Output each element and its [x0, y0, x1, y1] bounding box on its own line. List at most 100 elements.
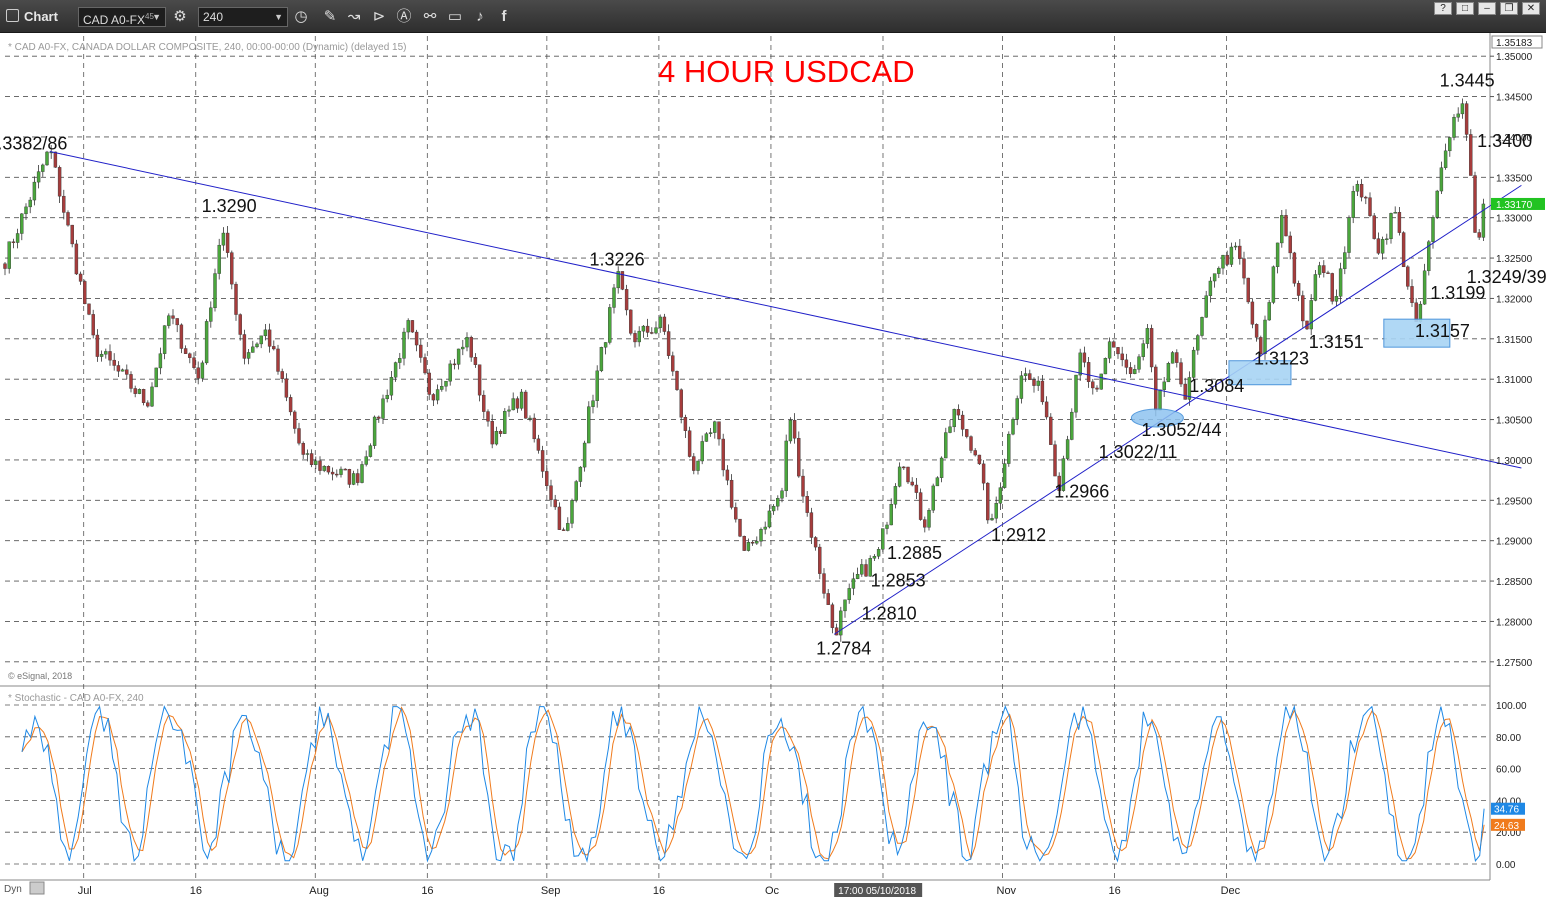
candle-body	[1456, 113, 1460, 118]
price-annotation: 1.3157	[1415, 321, 1470, 341]
highlight-1-3123	[1228, 360, 1292, 386]
candle-body	[826, 593, 830, 605]
candle-body	[692, 456, 696, 471]
candle-body	[1015, 398, 1019, 420]
crosshair-date-label: 17:00 05/10/2018	[838, 886, 916, 897]
help-button[interactable]: ?	[1434, 2, 1452, 15]
price-tick-label: 1.27500	[1496, 658, 1533, 669]
candle-body	[440, 386, 444, 390]
price-annotation: 1.2912	[991, 525, 1046, 545]
pencil-icon[interactable]: ✎	[323, 8, 337, 25]
chart-info-line: * CAD A0-FX, CANADA DOLLAR COMPOSITE, 24…	[8, 42, 407, 53]
candle-body	[116, 365, 121, 372]
close-button[interactable]: ✕	[1522, 2, 1540, 15]
interval-selector[interactable]: 240 ▼	[198, 7, 288, 27]
candle-body	[868, 558, 872, 577]
candle-body	[1078, 352, 1082, 376]
candle-body	[771, 505, 776, 512]
play-icon[interactable]: ⊳	[372, 8, 386, 25]
candle-body	[713, 421, 717, 433]
trend-icon[interactable]: ↝	[347, 8, 361, 25]
candle-body	[1393, 212, 1397, 214]
candle-body	[167, 315, 171, 326]
stoch-d-line	[21, 706, 1485, 861]
price-tick-label: 1.28000	[1496, 617, 1533, 628]
candle-body	[624, 289, 629, 311]
candle-body	[452, 363, 457, 366]
chart-toolbar: Chart CAD A0-FX45 ▼ ⚙ 240 ▼ ◷ ✎ ↝ ⊳ Ⓐ ⚯ …	[0, 0, 1546, 33]
candle-body	[179, 324, 184, 349]
candle-body	[578, 466, 583, 482]
restore-small-button[interactable]: □	[1456, 2, 1474, 15]
candle-body	[427, 372, 431, 395]
candle-body	[1053, 444, 1057, 477]
chart-background	[0, 33, 1546, 901]
candle-body	[1196, 335, 1200, 351]
candle-body	[973, 450, 977, 456]
minimize-button[interactable]: –	[1478, 2, 1496, 15]
candle-body	[784, 440, 788, 492]
price-annotation: 1.3022/11	[1099, 442, 1178, 462]
alert-icon[interactable]: Ⓐ	[396, 8, 412, 25]
chart-panel[interactable]: 1.35000 1.34500 1.34000 1.33500 1.33000 1.325…	[0, 33, 1546, 901]
candle-body	[217, 244, 221, 274]
chart-svg[interactable]: 1.35000 1.34500 1.34000 1.33500 1.33000 1.325…	[0, 33, 1546, 901]
candle-body	[1128, 367, 1133, 374]
candle-body	[574, 481, 578, 501]
candle-body	[242, 334, 247, 359]
candle-body	[133, 388, 137, 394]
twitter-icon[interactable]: ♪	[476, 8, 484, 25]
candle-body	[141, 389, 146, 403]
clock-icon[interactable]: ◷	[294, 8, 308, 25]
price-annotation: 1.3445	[1440, 71, 1495, 91]
candle-body	[1267, 302, 1271, 321]
candle-body	[1271, 266, 1276, 303]
candle-body	[645, 325, 650, 333]
candle-body	[1389, 213, 1393, 240]
candle-body	[746, 542, 751, 551]
candle-body	[70, 224, 74, 245]
candle-body	[629, 309, 633, 334]
candle-body	[1221, 254, 1225, 269]
candle-body	[347, 469, 352, 485]
candle-body	[1158, 389, 1162, 411]
candle-body	[708, 432, 713, 434]
candle-body	[221, 232, 226, 246]
candle-body	[154, 367, 158, 388]
maximize-button[interactable]: ❐	[1500, 2, 1518, 15]
candle-body	[385, 394, 389, 400]
candle-body	[230, 252, 234, 285]
candle-body	[15, 233, 20, 243]
candle-body	[1431, 217, 1435, 242]
candle-body	[855, 574, 860, 579]
candle-body	[561, 529, 566, 531]
price-tick-label: 1.33500	[1496, 173, 1533, 184]
candle-body	[1204, 295, 1208, 318]
link-icon[interactable]: ⚯	[423, 8, 437, 25]
facebook-icon[interactable]: f	[501, 8, 507, 25]
price-tick-label: 1.34500	[1496, 93, 1533, 104]
candle-body	[1149, 328, 1154, 368]
candle-body	[1469, 134, 1473, 176]
candle-body	[398, 358, 402, 363]
candle-body	[839, 610, 843, 636]
candle-body	[259, 335, 263, 345]
candle-body	[461, 346, 465, 350]
candle-body	[1338, 268, 1343, 297]
candle-body	[469, 337, 473, 358]
candle-body	[843, 599, 847, 612]
candle-body	[801, 475, 805, 497]
symbol-selector[interactable]: CAD A0-FX45 ▼	[78, 7, 166, 27]
comment-icon[interactable]: ▭	[447, 8, 463, 25]
candle-body	[860, 564, 864, 575]
price-tick-label: 1.34000	[1496, 133, 1533, 144]
candle-body	[150, 386, 154, 407]
candle-body	[763, 526, 767, 530]
candle-body	[725, 469, 730, 481]
candle-body	[696, 460, 700, 471]
price-annotation: 1.3249/39	[1467, 267, 1546, 287]
candle-body	[591, 400, 595, 407]
candle-body	[410, 320, 415, 333]
candle-body	[1187, 377, 1192, 400]
settings-icon[interactable]: ⚙	[173, 8, 187, 25]
